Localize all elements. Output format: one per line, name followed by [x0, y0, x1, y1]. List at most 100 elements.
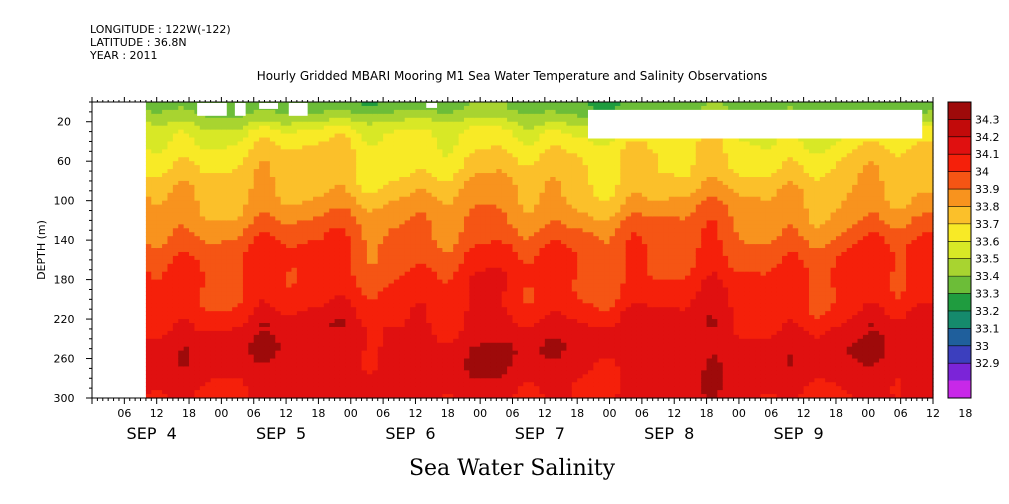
- salinity-cell: [205, 212, 212, 218]
- salinity-cell: [237, 240, 244, 245]
- salinity-cell: [307, 220, 314, 225]
- salinity-cell: [474, 220, 481, 225]
- salinity-cell: [156, 315, 163, 320]
- salinity-cell: [259, 133, 266, 139]
- salinity-cell: [199, 149, 206, 154]
- salinity-cell: [215, 342, 222, 348]
- salinity-cell: [151, 212, 158, 218]
- salinity-cell: [269, 267, 276, 273]
- salinity-cell: [458, 330, 465, 336]
- salinity-cell: [393, 307, 400, 312]
- salinity-cell: [496, 342, 503, 348]
- salinity-cell: [302, 220, 309, 225]
- salinity-cell: [307, 346, 314, 352]
- salinity-cell: [151, 244, 158, 249]
- salinity-cell: [253, 303, 260, 308]
- salinity-cell: [388, 157, 395, 162]
- salinity-cell: [145, 319, 152, 324]
- salinity-cell: [463, 121, 470, 127]
- salinity-cell: [151, 299, 158, 304]
- salinity-cell: [162, 366, 169, 371]
- salinity-cell: [480, 311, 487, 316]
- salinity-cell: [399, 153, 406, 158]
- salinity-cell: [490, 323, 497, 328]
- salinity-cell: [221, 145, 228, 150]
- salinity-cell: [356, 338, 363, 344]
- salinity-cell: [172, 291, 179, 296]
- salinity-cell: [420, 212, 427, 218]
- salinity-cell: [232, 216, 239, 221]
- salinity-cell: [420, 109, 427, 115]
- salinity-cell: [426, 248, 433, 253]
- salinity-cell: [199, 204, 206, 210]
- salinity-cell: [172, 216, 179, 221]
- salinity-cell: [307, 228, 314, 233]
- salinity-cell: [280, 176, 287, 182]
- salinity-cell: [458, 366, 465, 371]
- salinity-cell: [463, 165, 470, 170]
- salinity-cell: [388, 378, 395, 383]
- salinity-cell: [339, 149, 346, 154]
- salinity-cell: [431, 117, 438, 123]
- salinity-cell: [156, 251, 163, 257]
- salinity-cell: [437, 133, 444, 139]
- salinity-cell: [329, 259, 336, 265]
- salinity-cell: [366, 216, 373, 221]
- salinity-cell: [253, 319, 260, 324]
- salinity-cell: [145, 291, 152, 296]
- salinity-cell: [313, 378, 320, 383]
- salinity-cell: [453, 386, 460, 391]
- salinity-cell: [275, 279, 282, 285]
- salinity-cell: [383, 362, 390, 368]
- salinity-cell: [490, 334, 497, 340]
- salinity-cell: [377, 232, 384, 237]
- salinity-cell: [145, 259, 152, 265]
- salinity-cell: [329, 374, 336, 379]
- salinity-cell: [151, 323, 158, 328]
- salinity-cell: [458, 295, 465, 300]
- salinity-cell: [490, 326, 497, 332]
- salinity-cell: [221, 113, 228, 119]
- salinity-cell: [496, 287, 503, 293]
- salinity-cell: [291, 180, 298, 186]
- salinity-cell: [437, 255, 444, 261]
- salinity-cell: [269, 259, 276, 265]
- salinity-cell: [388, 386, 395, 391]
- salinity-cell: [286, 350, 293, 356]
- salinity-cell: [350, 105, 357, 111]
- salinity-cell: [361, 346, 368, 352]
- salinity-cell: [383, 319, 390, 324]
- salinity-cell: [334, 263, 341, 269]
- salinity-cell: [275, 295, 282, 300]
- salinity-cell: [458, 184, 465, 190]
- salinity-cell: [366, 157, 373, 162]
- salinity-cell: [291, 342, 298, 348]
- salinity-cell: [329, 362, 336, 368]
- salinity-cell: [210, 240, 217, 245]
- salinity-cell: [183, 157, 190, 162]
- salinity-cell: [377, 236, 384, 241]
- salinity-cell: [183, 121, 190, 127]
- salinity-cell: [156, 105, 163, 111]
- salinity-cell: [280, 283, 287, 289]
- salinity-cell: [458, 275, 465, 281]
- salinity-cell: [307, 275, 314, 281]
- salinity-cell: [496, 315, 503, 320]
- salinity-cell: [345, 121, 352, 127]
- salinity-cell: [189, 208, 196, 214]
- salinity-cell: [145, 240, 152, 245]
- salinity-cell: [178, 295, 185, 300]
- salinity-cell: [151, 326, 158, 332]
- salinity-cell: [167, 240, 174, 245]
- salinity-cell: [447, 173, 454, 178]
- salinity-cell: [156, 161, 163, 166]
- salinity-cell: [339, 192, 346, 198]
- salinity-cell: [253, 354, 260, 360]
- salinity-cell: [345, 323, 352, 328]
- salinity-cell: [399, 216, 406, 221]
- salinity-cell: [215, 196, 222, 202]
- salinity-cell: [189, 303, 196, 308]
- salinity-cell: [286, 291, 293, 296]
- salinity-cell: [372, 354, 379, 360]
- salinity-cell: [410, 129, 417, 135]
